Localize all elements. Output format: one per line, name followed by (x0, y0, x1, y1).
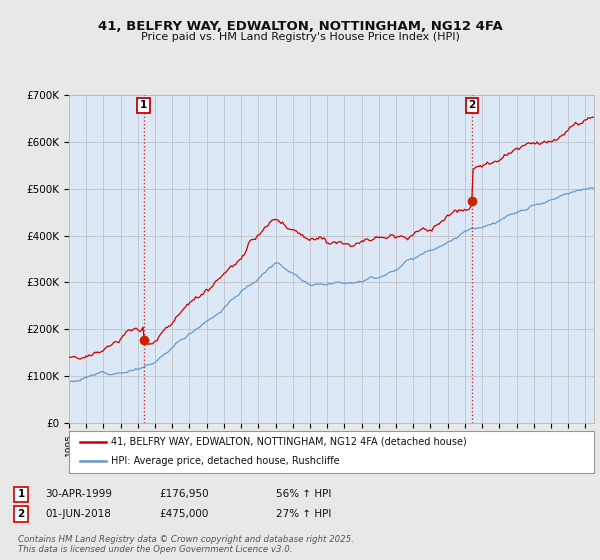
Text: 27% ↑ HPI: 27% ↑ HPI (276, 509, 331, 519)
Text: 41, BELFRY WAY, EDWALTON, NOTTINGHAM, NG12 4FA (detached house): 41, BELFRY WAY, EDWALTON, NOTTINGHAM, NG… (111, 437, 467, 447)
Text: Contains HM Land Registry data © Crown copyright and database right 2025.
This d: Contains HM Land Registry data © Crown c… (18, 535, 354, 554)
Text: 30-APR-1999: 30-APR-1999 (45, 489, 112, 500)
Text: 1: 1 (17, 489, 25, 500)
Text: £176,950: £176,950 (159, 489, 209, 500)
Text: 41, BELFRY WAY, EDWALTON, NOTTINGHAM, NG12 4FA: 41, BELFRY WAY, EDWALTON, NOTTINGHAM, NG… (98, 20, 502, 32)
Text: 1: 1 (140, 100, 147, 110)
Text: 2: 2 (469, 100, 476, 110)
Text: Price paid vs. HM Land Registry's House Price Index (HPI): Price paid vs. HM Land Registry's House … (140, 32, 460, 43)
Text: HPI: Average price, detached house, Rushcliffe: HPI: Average price, detached house, Rush… (111, 456, 340, 466)
Text: 2: 2 (17, 509, 25, 519)
Text: 56% ↑ HPI: 56% ↑ HPI (276, 489, 331, 500)
Text: £475,000: £475,000 (159, 509, 208, 519)
Text: 01-JUN-2018: 01-JUN-2018 (45, 509, 111, 519)
